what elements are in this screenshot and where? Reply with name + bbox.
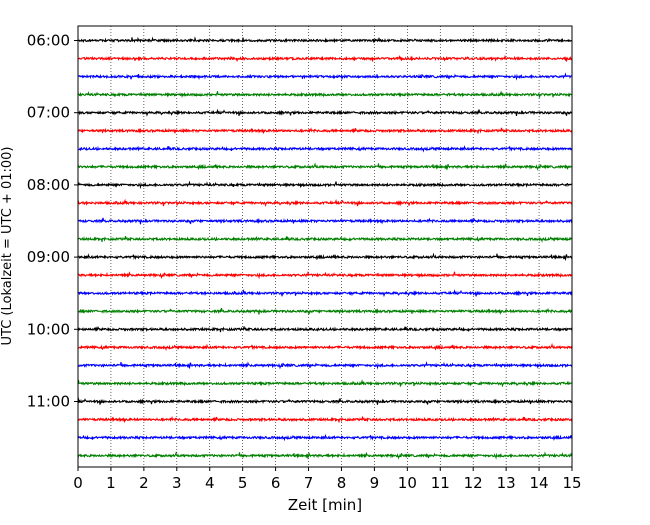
trace-0615 xyxy=(77,54,573,62)
trace-1000 xyxy=(77,326,573,333)
y-tick-label: 11:00 xyxy=(27,393,70,411)
trace-0800 xyxy=(77,180,573,190)
trace-0930 xyxy=(77,288,573,298)
trace-0630 xyxy=(77,72,573,81)
trace-0830 xyxy=(77,217,573,225)
trace-1130 xyxy=(77,433,573,442)
x-tick-label-7: 7 xyxy=(304,474,314,492)
x-tick-label-13: 13 xyxy=(497,474,516,492)
x-tick-label-8: 8 xyxy=(337,474,347,492)
trace-0730 xyxy=(77,144,573,153)
x-tick-label-11: 11 xyxy=(431,474,450,492)
x-tick-label-5: 5 xyxy=(238,474,248,492)
trace-0900 xyxy=(77,252,573,262)
trace-0915 xyxy=(77,270,573,280)
trace-0645 xyxy=(77,90,573,98)
trace-0700 xyxy=(77,108,573,117)
plot-frame xyxy=(77,25,573,468)
x-tick-label-9: 9 xyxy=(370,474,380,492)
x-tick-label-12: 12 xyxy=(464,474,483,492)
trace-0945 xyxy=(77,307,573,315)
seismic-traces xyxy=(77,36,573,460)
x-tick-label-4: 4 xyxy=(205,474,215,492)
x-axis-label: Zeit [min] xyxy=(288,496,362,514)
y-tick-label: 07:00 xyxy=(27,104,70,122)
trace-1145 xyxy=(77,451,573,460)
y-tick-label: 10:00 xyxy=(27,320,70,338)
x-tick-label-2: 2 xyxy=(139,474,149,492)
y-tick-label: 06:00 xyxy=(27,32,70,50)
trace-0815 xyxy=(77,198,573,208)
x-tick-label-10: 10 xyxy=(398,474,417,492)
trace-1015 xyxy=(77,342,573,352)
trace-1115 xyxy=(77,416,573,424)
trace-0745 xyxy=(77,162,573,171)
trace-0715 xyxy=(77,127,573,135)
trace-1045 xyxy=(77,379,573,388)
trace-1100 xyxy=(77,397,573,405)
y-axis-ticks: 06:00 07:00 08:00 09:00 10:00 11:00 xyxy=(27,32,78,411)
y-tick-label: 08:00 xyxy=(27,176,70,194)
x-tick-label-6: 6 xyxy=(271,474,281,492)
x-tick-label-1: 1 xyxy=(106,474,116,492)
y-axis-label: UTC (Lokalzeit = UTC + 01:00) xyxy=(0,147,15,346)
trace-0845 xyxy=(77,236,573,243)
x-tick-label-3: 3 xyxy=(172,474,182,492)
x-axis-ticks: 0 1 2 3 4 5 6 7 8 9 10 11 12 13 14 15 xyxy=(73,467,582,492)
x-tick-label-15: 15 xyxy=(562,474,581,492)
trace-0600 xyxy=(77,36,573,44)
y-tick-label: 09:00 xyxy=(27,248,70,266)
x-tick-label-0: 0 xyxy=(73,474,83,492)
x-tick-label-14: 14 xyxy=(530,474,549,492)
trace-1030 xyxy=(77,361,573,370)
